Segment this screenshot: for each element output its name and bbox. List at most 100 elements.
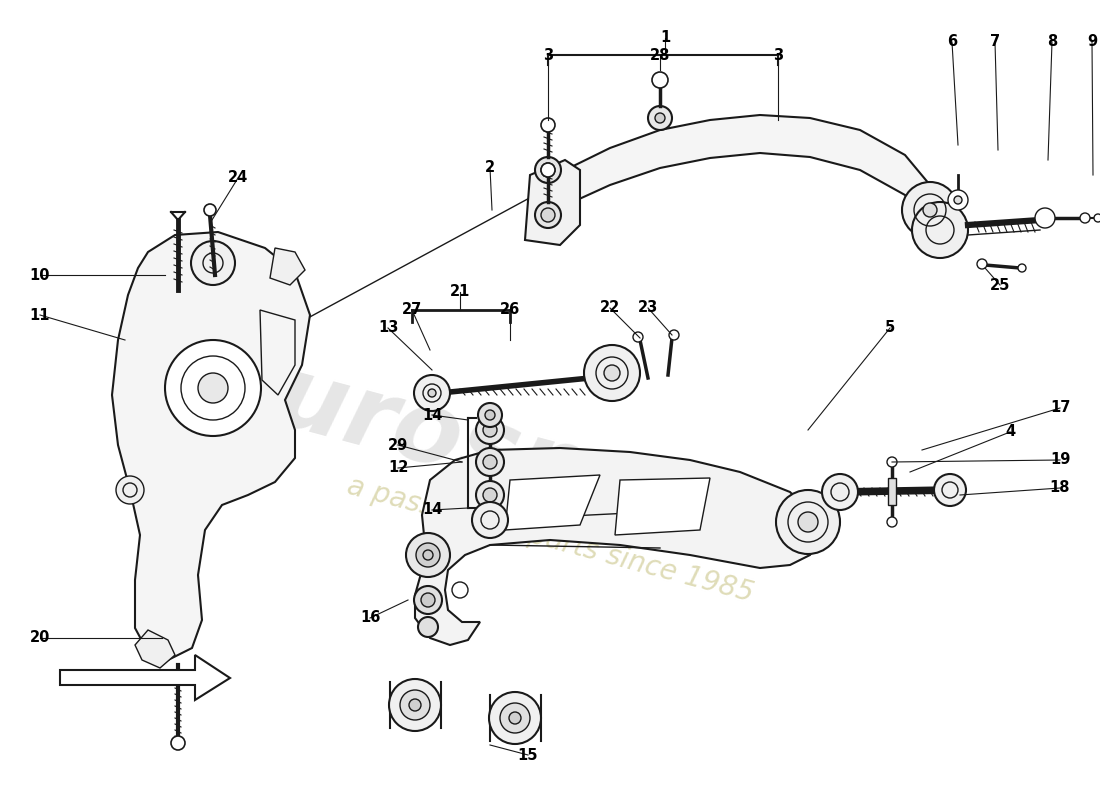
Circle shape xyxy=(483,423,497,437)
Text: 1: 1 xyxy=(660,30,670,46)
Text: 2: 2 xyxy=(485,161,495,175)
Text: 15: 15 xyxy=(518,747,538,762)
Circle shape xyxy=(541,163,556,177)
Circle shape xyxy=(116,476,144,504)
Text: 16: 16 xyxy=(360,610,381,626)
Circle shape xyxy=(483,488,497,502)
Circle shape xyxy=(500,703,530,733)
Polygon shape xyxy=(535,115,940,235)
Circle shape xyxy=(887,517,896,527)
Text: eurosport: eurosport xyxy=(200,331,760,569)
Text: 24: 24 xyxy=(228,170,249,186)
Circle shape xyxy=(798,512,818,532)
Circle shape xyxy=(472,502,508,538)
Circle shape xyxy=(414,375,450,411)
Text: 25: 25 xyxy=(990,278,1010,293)
Circle shape xyxy=(902,182,958,238)
Circle shape xyxy=(409,699,421,711)
Circle shape xyxy=(541,118,556,132)
Circle shape xyxy=(584,345,640,401)
Polygon shape xyxy=(270,248,305,285)
Text: 14: 14 xyxy=(421,407,442,422)
Text: 8: 8 xyxy=(1047,34,1057,50)
Text: 7: 7 xyxy=(990,34,1000,50)
Circle shape xyxy=(416,543,440,567)
Circle shape xyxy=(509,712,521,724)
Circle shape xyxy=(406,533,450,577)
Circle shape xyxy=(421,593,434,607)
Text: 19: 19 xyxy=(1049,453,1070,467)
Circle shape xyxy=(428,389,436,397)
Text: 21: 21 xyxy=(450,285,470,299)
Text: 28: 28 xyxy=(650,47,670,62)
Text: 29: 29 xyxy=(388,438,408,453)
Text: 10: 10 xyxy=(30,267,51,282)
Circle shape xyxy=(1080,213,1090,223)
Circle shape xyxy=(198,373,228,403)
Circle shape xyxy=(476,481,504,509)
Text: 12: 12 xyxy=(388,461,408,475)
Circle shape xyxy=(604,365,620,381)
Circle shape xyxy=(954,196,962,204)
Circle shape xyxy=(541,163,556,177)
Circle shape xyxy=(424,550,433,560)
Circle shape xyxy=(535,157,561,183)
Circle shape xyxy=(1018,264,1026,272)
Circle shape xyxy=(476,448,504,476)
Circle shape xyxy=(165,340,261,436)
Circle shape xyxy=(400,690,430,720)
Circle shape xyxy=(1035,208,1055,228)
Circle shape xyxy=(648,106,672,130)
Circle shape xyxy=(948,190,968,210)
Text: 14: 14 xyxy=(421,502,442,518)
Circle shape xyxy=(652,72,668,88)
Circle shape xyxy=(887,457,896,467)
Circle shape xyxy=(923,203,937,217)
Text: 23: 23 xyxy=(638,301,658,315)
Text: 9: 9 xyxy=(1087,34,1097,50)
Circle shape xyxy=(535,202,561,228)
Circle shape xyxy=(476,416,504,444)
Circle shape xyxy=(483,455,497,469)
Circle shape xyxy=(934,474,966,506)
Circle shape xyxy=(485,410,495,420)
Text: 17: 17 xyxy=(1049,401,1070,415)
Text: 18: 18 xyxy=(1049,481,1070,495)
Text: 11: 11 xyxy=(30,307,51,322)
Polygon shape xyxy=(135,630,175,668)
Circle shape xyxy=(822,474,858,510)
Circle shape xyxy=(977,259,987,269)
Text: 3: 3 xyxy=(543,47,553,62)
Circle shape xyxy=(191,241,235,285)
Circle shape xyxy=(204,204,216,216)
Text: 22: 22 xyxy=(600,301,620,315)
Circle shape xyxy=(389,679,441,731)
Circle shape xyxy=(170,736,185,750)
Circle shape xyxy=(414,586,442,614)
Text: 13: 13 xyxy=(377,321,398,335)
Circle shape xyxy=(912,202,968,258)
Text: 26: 26 xyxy=(499,302,520,318)
Text: a passion for parts since 1985: a passion for parts since 1985 xyxy=(343,472,757,608)
Text: 3: 3 xyxy=(773,47,783,62)
Circle shape xyxy=(776,490,840,554)
Text: 4: 4 xyxy=(1005,425,1015,439)
Circle shape xyxy=(541,208,556,222)
Circle shape xyxy=(478,403,502,427)
Text: 20: 20 xyxy=(30,630,51,646)
Polygon shape xyxy=(415,448,820,645)
Circle shape xyxy=(452,582,468,598)
Circle shape xyxy=(1094,214,1100,222)
Polygon shape xyxy=(615,478,710,535)
Circle shape xyxy=(654,113,666,123)
Text: 6: 6 xyxy=(947,34,957,50)
Text: 27: 27 xyxy=(402,302,422,318)
Circle shape xyxy=(418,617,438,637)
Text: 5: 5 xyxy=(884,321,895,335)
Circle shape xyxy=(490,692,541,744)
Polygon shape xyxy=(60,655,230,700)
Circle shape xyxy=(669,330,679,340)
Polygon shape xyxy=(505,475,600,530)
Polygon shape xyxy=(112,232,310,660)
Circle shape xyxy=(632,332,644,342)
